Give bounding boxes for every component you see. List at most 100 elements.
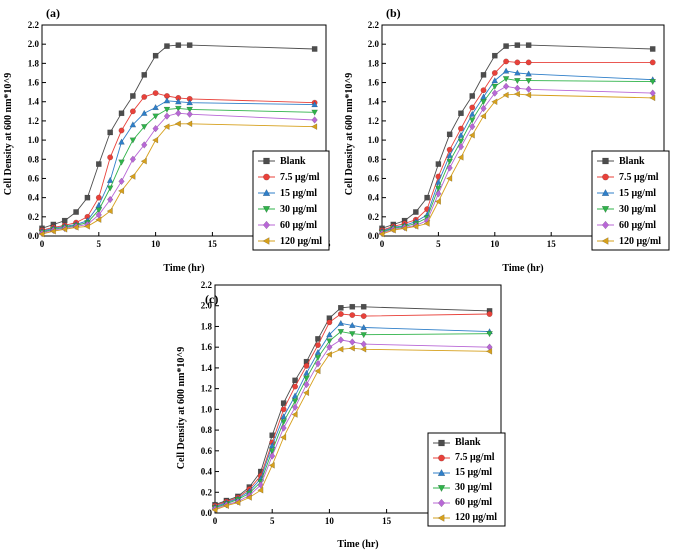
data-point	[129, 173, 136, 180]
plot-frame	[214, 284, 502, 514]
data-point	[95, 194, 102, 201]
data-point	[141, 141, 148, 149]
data-point	[72, 224, 79, 231]
y-axis-title: Cell Density at 600 nm*10^9	[3, 73, 14, 195]
data-point	[326, 319, 333, 326]
data-point	[360, 345, 367, 353]
data-point	[152, 136, 159, 144]
x-axis-title: Time (hr)	[337, 539, 378, 550]
legend-label: 120 μg/ml	[619, 236, 661, 247]
data-point	[360, 332, 368, 339]
y-tick-label: 2.2	[28, 20, 40, 30]
data-point	[107, 154, 114, 161]
data-point	[280, 400, 287, 406]
data-point	[311, 109, 318, 116]
legend-marker	[602, 173, 609, 181]
y-tick-label: 1.6	[201, 342, 213, 352]
data-point	[326, 331, 333, 338]
legend-marker	[437, 514, 445, 522]
y-tick-label: 1.0	[28, 135, 40, 145]
data-point	[106, 185, 114, 192]
data-point	[257, 486, 264, 494]
data-point	[164, 43, 170, 49]
data-point	[84, 194, 91, 201]
plot-area: 0.0 0.2 0.4 0.6 0.8 1.0 1.2 1.4 1.6 1.8 2.0 2.2 0 5 10…	[368, 20, 669, 249]
data-point	[130, 93, 136, 99]
y-tick-label: 2.0	[201, 301, 213, 311]
x-tick-label: 5	[97, 239, 102, 249]
data-point	[514, 84, 521, 92]
y-tick-label: 0.0	[28, 231, 40, 241]
legend: Blank 7.5 μg/ml 15 μg/ml 30 μg/ml 60 μg/…	[280, 156, 322, 247]
legend-label: 7.5 μg/ml	[619, 172, 659, 183]
data-point	[338, 305, 344, 311]
data-point	[349, 338, 356, 346]
y-tick-label: 0.2	[368, 212, 380, 222]
data-point	[514, 78, 521, 85]
y-tick-label: 1.6	[368, 78, 380, 88]
y-axis-title: Cell Density at 600 nm*10^9	[344, 73, 355, 195]
data-point	[502, 76, 510, 83]
legend: Blank 7.5 μg/ml 15 μg/ml 30 μg/ml 60 μg/…	[455, 437, 497, 523]
data-point	[186, 110, 193, 118]
data-point	[222, 502, 229, 510]
data-point	[479, 112, 487, 120]
data-point	[480, 99, 487, 106]
data-point	[491, 98, 498, 106]
data-point	[446, 131, 453, 138]
data-point	[491, 70, 498, 76]
data-point	[311, 46, 318, 52]
data-point	[337, 345, 344, 353]
data-point	[468, 131, 475, 139]
x-tick-label: 0	[213, 516, 218, 526]
data-point	[163, 123, 170, 130]
data-point	[502, 67, 510, 74]
data-point	[118, 159, 125, 166]
data-point	[424, 194, 430, 201]
legend-label: 15 μg/ml	[619, 188, 656, 199]
data-point	[348, 344, 355, 352]
x-axis-title: Time (hr)	[163, 263, 204, 274]
y-tick-label: 0.0	[368, 231, 380, 241]
data-point	[480, 93, 487, 100]
data-point	[175, 42, 182, 48]
data-point	[514, 42, 521, 48]
data-point	[268, 461, 275, 469]
legend-box-group	[252, 150, 330, 251]
data-point	[469, 93, 476, 99]
data-point	[163, 97, 171, 104]
y-tick-label: 2.2	[201, 280, 213, 290]
data-point	[413, 209, 419, 215]
data-point	[129, 108, 136, 115]
data-point	[412, 223, 419, 230]
data-point	[492, 52, 498, 59]
data-point	[337, 329, 345, 336]
y-tick-label: 2.2	[368, 20, 380, 30]
data-point	[337, 336, 344, 344]
y-tick-label: 0.8	[201, 425, 213, 435]
data-point	[311, 101, 318, 108]
panel-label: (c)	[205, 292, 218, 306]
legend-marker	[601, 237, 609, 245]
x-tick-label: 15	[208, 239, 218, 249]
data-point	[514, 59, 521, 66]
data-point	[314, 360, 322, 368]
y-tick-label: 1.4	[201, 363, 213, 373]
data-point	[152, 113, 159, 120]
data-point	[269, 452, 276, 460]
data-point	[469, 122, 476, 131]
data-point	[457, 138, 465, 145]
legend-marker	[262, 237, 270, 245]
data-point	[525, 85, 532, 93]
data-point	[349, 312, 356, 318]
y-tick-label: 0.8	[368, 154, 380, 164]
data-point	[525, 70, 532, 77]
data-point	[245, 494, 252, 501]
data-point	[174, 98, 182, 105]
data-point	[234, 499, 241, 506]
data-point	[186, 120, 193, 128]
data-point	[491, 83, 499, 90]
data-point	[434, 198, 441, 205]
y-tick-label: 1.8	[201, 321, 213, 331]
data-point	[140, 124, 148, 131]
